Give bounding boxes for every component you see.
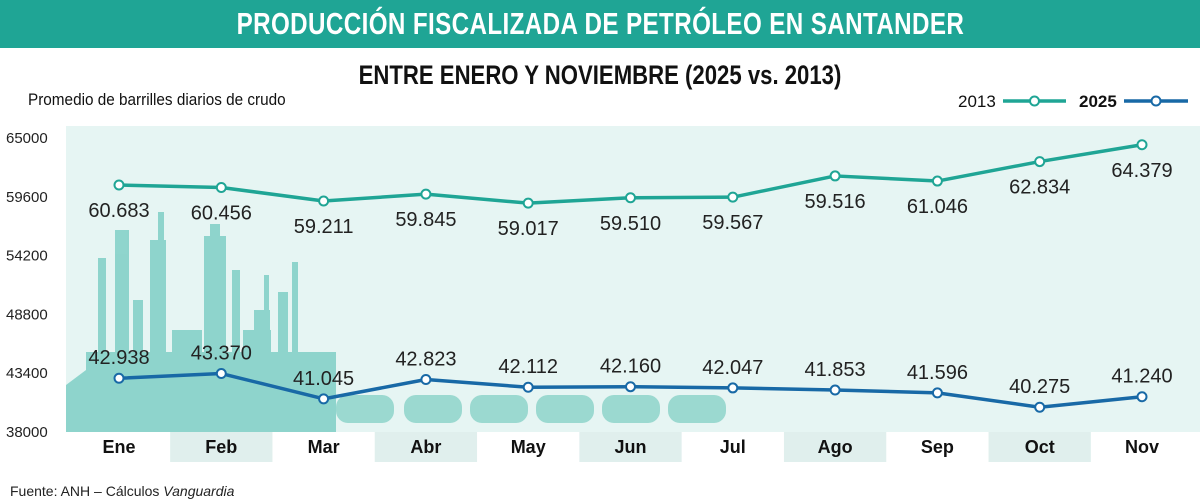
data-label-2025: 41.853 [805, 359, 866, 381]
category-band [374, 432, 478, 462]
data-point-2025 [420, 373, 432, 385]
category-band [988, 432, 1091, 462]
x-tick-label: Sep [921, 437, 954, 457]
data-point-2013 [1034, 156, 1046, 168]
category-band [783, 432, 887, 462]
data-point-2013 [1136, 139, 1148, 151]
data-point-2025 [931, 387, 943, 399]
category-band [170, 432, 273, 462]
y-tick-label: 59600 [6, 189, 48, 206]
chart-subtitle: ENTRE ENERO Y NOVIEMBRE (2025 vs. 2013) [358, 60, 842, 90]
title-banner: PRODUCCIÓN FISCALIZADA DE PETRÓLEO EN SA… [0, 0, 1200, 48]
y-tick-label: 54200 [6, 248, 48, 265]
data-point-2025 [727, 382, 739, 394]
data-point-2025 [318, 393, 330, 405]
data-point-2013 [931, 175, 943, 187]
y-axis-label: Promedio de barrilles diarios de crudo [28, 90, 286, 109]
x-tick-label: Feb [205, 437, 237, 457]
y-tick-label: 48800 [6, 306, 48, 323]
x-tick-label: Abr [410, 437, 441, 457]
data-point-2013 [727, 191, 739, 203]
source-publication: Vanguardia [163, 483, 235, 499]
data-label-2013: 59.516 [805, 191, 866, 213]
data-label-2025: 42.160 [600, 356, 661, 378]
x-tick-label: Nov [1125, 437, 1159, 457]
data-label-2025: 42.938 [88, 347, 149, 369]
data-label-2013: 59.510 [600, 213, 661, 235]
data-point-2013 [215, 181, 227, 193]
data-point-2025 [829, 384, 841, 396]
category-band [579, 432, 682, 462]
x-tick-label: Oct [1025, 437, 1055, 457]
data-label-2013: 61.046 [907, 196, 968, 218]
data-label-2025: 41.045 [293, 368, 354, 390]
data-label-2025: 40.275 [1009, 376, 1070, 398]
legend-marker [1029, 95, 1040, 107]
data-label-2013: 64.379 [1111, 160, 1172, 182]
data-point-2025 [522, 381, 534, 393]
data-point-2025 [113, 372, 125, 384]
source-text: Fuente: ANH – Cálculos [10, 483, 164, 499]
data-label-2025: 42.823 [395, 348, 456, 370]
x-tick-label: Jun [614, 437, 646, 457]
data-label-2013: 59.845 [395, 209, 456, 231]
y-tick-label: 38000 [6, 424, 48, 441]
data-point-2025 [215, 368, 227, 380]
legend-label: 2025 [1079, 92, 1117, 111]
data-label-2025: 42.047 [702, 357, 763, 379]
x-tick-label: May [511, 437, 546, 457]
data-point-2013 [522, 197, 534, 209]
data-point-2013 [829, 170, 841, 182]
data-point-2013 [113, 179, 125, 191]
legend: 2013 2025 [958, 92, 1188, 111]
data-label-2013: 60.683 [88, 200, 149, 222]
y-tick-label: 43400 [6, 365, 48, 382]
y-tick-label: 65000 [6, 130, 48, 147]
data-label-2013: 59.211 [294, 216, 354, 238]
data-point-2013 [420, 188, 432, 200]
data-label-2013: 62.834 [1009, 177, 1070, 199]
data-point-2025 [625, 381, 636, 393]
legend-marker [1150, 95, 1162, 107]
source-note: Fuente: ANH – Cálculos Vanguardia [10, 483, 234, 499]
data-label-2025: 43.370 [191, 343, 252, 365]
data-label-2025: 41.596 [907, 362, 968, 384]
data-label-2025: 42.112 [498, 356, 558, 378]
data-point-2013 [318, 195, 330, 207]
data-label-2025: 41.240 [1111, 366, 1172, 388]
data-label-2013: 59.017 [498, 218, 559, 240]
data-label-2013: 60.456 [191, 202, 252, 224]
tank-wagons-illustration [336, 395, 726, 423]
data-point-2013 [625, 192, 636, 204]
x-tick-label: Mar [308, 437, 340, 457]
x-tick-label: Ene [102, 437, 135, 457]
x-tick-label: Jul [720, 437, 746, 457]
x-tick-label: Ago [818, 437, 853, 457]
legend-label: 2013 [958, 92, 996, 111]
chart-title: PRODUCCIÓN FISCALIZADA DE PETRÓLEO EN SA… [236, 6, 964, 41]
data-label-2013: 59.567 [702, 212, 763, 234]
data-point-2025 [1034, 401, 1046, 413]
data-point-2025 [1136, 391, 1148, 403]
